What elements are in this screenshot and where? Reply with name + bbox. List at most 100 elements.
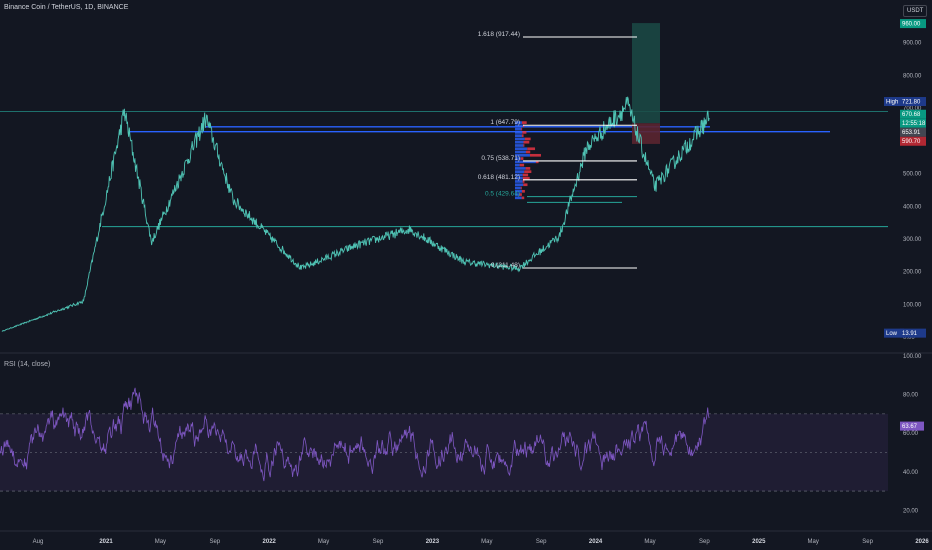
volume-profile-bar <box>522 173 529 177</box>
volume-profile-bar <box>515 127 522 131</box>
fib-level-label: 1 (647.79) <box>490 119 520 126</box>
volume-profile-bar <box>525 150 531 154</box>
volume-profile-bar <box>522 180 525 183</box>
price-badge-value: 12:55:18 <box>902 121 926 127</box>
volume-profile-bar <box>515 183 524 187</box>
volume-profile-bar <box>515 131 523 134</box>
fib-level-label: 0.75 (538.71) <box>481 155 520 162</box>
volume-profile-bar <box>515 160 536 164</box>
time-axis-tick: May <box>644 539 655 545</box>
rsi-axis-tick: 60.00 <box>903 431 919 437</box>
volume-profile-bar <box>523 183 528 187</box>
price-axis-tick: 500.00 <box>903 172 922 178</box>
volume-profile-bar <box>515 144 524 147</box>
price-axis-tick: 0.00 <box>903 335 915 341</box>
time-axis-tick: Sep <box>209 539 220 545</box>
price-badge-bg <box>900 118 926 128</box>
volume-profile-bar <box>520 186 522 190</box>
symbol-title: Binance Coin / TetherUS, 1D, BINANCE <box>4 4 129 11</box>
volume-profile-bar <box>527 147 536 151</box>
price-axis-tick: 900.00 <box>903 41 922 47</box>
price-badge-bg <box>900 127 926 137</box>
time-axis-tick: Sep <box>862 539 873 545</box>
price-badge-bg <box>900 136 926 146</box>
volume-profile-bar <box>521 196 525 200</box>
volume-profile-bar <box>515 167 526 170</box>
rsi-axis-tick: 20.00 <box>903 508 919 514</box>
volume-profile-bar <box>515 193 520 196</box>
target-badge-value: 960.00 <box>902 22 921 28</box>
time-axis-tick: 2021 <box>99 539 113 545</box>
volume-profile-bar <box>521 189 525 193</box>
volume-profile-bar <box>515 124 523 128</box>
price-badge-label-bg <box>884 328 904 338</box>
price-axis-tick: 400.00 <box>903 204 922 210</box>
volume-profile-bar <box>515 173 523 177</box>
volume-profile-bar <box>524 137 531 141</box>
volume-profile-bar <box>521 127 523 131</box>
currency-badge[interactable]: USDT <box>903 5 928 17</box>
price-axis-tick: 300.00 <box>903 237 922 243</box>
volume-profile-bar <box>515 163 520 167</box>
fib-level-label: 0.618 (481.12) <box>478 174 520 181</box>
time-axis-tick: 2025 <box>752 539 766 545</box>
price-axis-tick: 100.00 <box>903 302 922 308</box>
time-axis-tick: May <box>481 539 492 545</box>
time-axis-tick: May <box>155 539 166 545</box>
time-axis-tick: Sep <box>373 539 384 545</box>
price-badge-label: High <box>886 100 898 106</box>
rsi-current-badge: 63.67 <box>902 424 918 430</box>
volume-profile-bar <box>515 137 525 141</box>
price-badge-bg <box>900 109 926 119</box>
volume-profile-bar <box>515 186 521 190</box>
stop-zone <box>632 123 660 144</box>
rsi-axis-tick: 100.00 <box>903 354 922 360</box>
volume-profile-bar <box>523 144 525 147</box>
rsi-title: RSI (14, close) <box>4 361 51 368</box>
price-badge-bg <box>900 328 926 338</box>
time-axis-tick: May <box>808 539 819 545</box>
volume-profile-bar <box>515 121 522 124</box>
volume-profile-bar <box>515 140 524 144</box>
target-zone <box>632 23 660 124</box>
price-badge-value: 13.91 <box>902 331 918 337</box>
rsi-band <box>0 413 888 492</box>
volume-profile-bar <box>522 124 525 128</box>
volume-profile-bar <box>525 167 531 170</box>
volume-profile-bar <box>515 150 526 154</box>
volume-profile-bar <box>522 131 527 134</box>
volume-profile-bar <box>520 157 524 160</box>
volume-profile-bar <box>523 140 530 144</box>
volume-profile-bar <box>535 160 539 164</box>
price-badge-value: 721.80 <box>902 100 921 106</box>
volume-profile-bar <box>521 121 527 124</box>
price-badge-bg <box>900 97 926 107</box>
time-axis-tick: 2026 <box>915 539 929 545</box>
price-badge-value: 670.68 <box>902 112 921 118</box>
volume-profile-bar <box>519 193 522 196</box>
volume-profile-bar <box>515 147 528 151</box>
fib-level-label: 1.618 (917.44) <box>478 31 520 38</box>
price-axis-tick: 700.00 <box>903 106 922 112</box>
volume-profile-bar <box>515 180 523 183</box>
price-axis-tick: 200.00 <box>903 270 922 276</box>
rsi-axis-tick: 40.00 <box>903 470 919 476</box>
rsi-current-badge-bg <box>900 421 924 431</box>
volume-profile-bar <box>515 157 521 160</box>
time-axis-tick: Sep <box>536 539 547 545</box>
time-axis-tick: May <box>318 539 329 545</box>
price-badge-label: Low <box>886 331 898 337</box>
time-axis-tick: Aug <box>33 539 44 545</box>
target-badge-bg <box>900 19 926 29</box>
volume-profile-bar <box>515 170 525 173</box>
fib-level-label: 0.5 (429.64) <box>485 191 520 198</box>
volume-profile-bar <box>515 196 522 200</box>
volume-profile-bar <box>524 170 532 173</box>
volume-profile-bar <box>522 176 530 180</box>
rsi-line <box>0 387 710 482</box>
time-axis-tick: 2022 <box>263 539 277 545</box>
price-badge-value: 590.70 <box>902 139 921 145</box>
volume-profile-bar <box>515 176 523 180</box>
